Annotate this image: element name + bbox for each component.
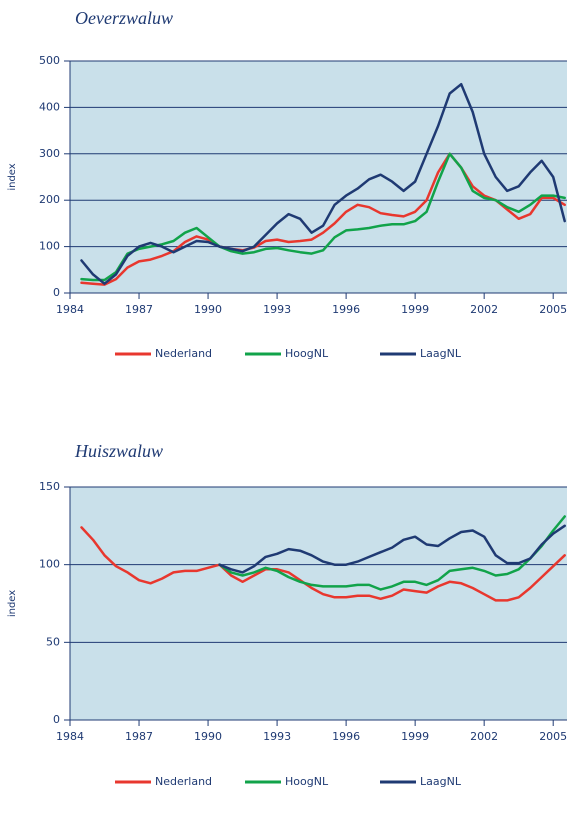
y-axis-label: index [7,590,18,617]
x-tick-label: 2005 [539,730,567,743]
chart-title: Huiszwaluw [74,441,163,461]
series-line [80,152,566,282]
series-line [80,82,566,285]
x-tick-label: 1996 [332,303,360,316]
x-tick-label: 2002 [470,303,498,316]
x-tick-label: 1984 [56,730,84,743]
y-tick-label: 150 [39,480,60,493]
y-tick-label: 400 [39,100,60,113]
x-tick-label: 1987 [125,730,153,743]
y-tick-label: 200 [39,193,60,206]
legend-label: Nederland [155,775,212,788]
x-tick-label: 1993 [263,303,291,316]
series-line [80,526,566,602]
series-line [80,152,566,286]
legend-label: LaagNL [420,775,462,788]
series-line [218,515,566,591]
plot-area [70,487,567,720]
x-tick-label: 1999 [401,303,429,316]
x-tick-label: 1999 [401,730,429,743]
y-tick-label: 100 [39,240,60,253]
x-tick-label: 2002 [470,730,498,743]
y-axis-label: index [7,163,18,190]
y-tick-label: 300 [39,147,60,160]
x-tick-label: 1987 [125,303,153,316]
x-tick-label: 1984 [56,303,84,316]
y-tick-label: 0 [53,713,60,726]
legend-label: HoogNL [285,347,329,360]
plot-area [70,61,567,293]
chart-title: Oeverzwaluw [75,8,173,28]
x-tick-label: 2005 [539,303,567,316]
x-tick-label: 1990 [194,303,222,316]
x-tick-label: 1993 [263,730,291,743]
y-tick-label: 500 [39,54,60,67]
legend-label: LaagNL [420,347,462,360]
legend-label: HoogNL [285,775,329,788]
legend-label: Nederland [155,347,212,360]
series-line [218,524,566,574]
y-tick-label: 0 [53,286,60,299]
x-tick-label: 1990 [194,730,222,743]
y-tick-label: 100 [39,558,60,571]
x-tick-label: 1996 [332,730,360,743]
y-tick-label: 50 [46,635,60,648]
